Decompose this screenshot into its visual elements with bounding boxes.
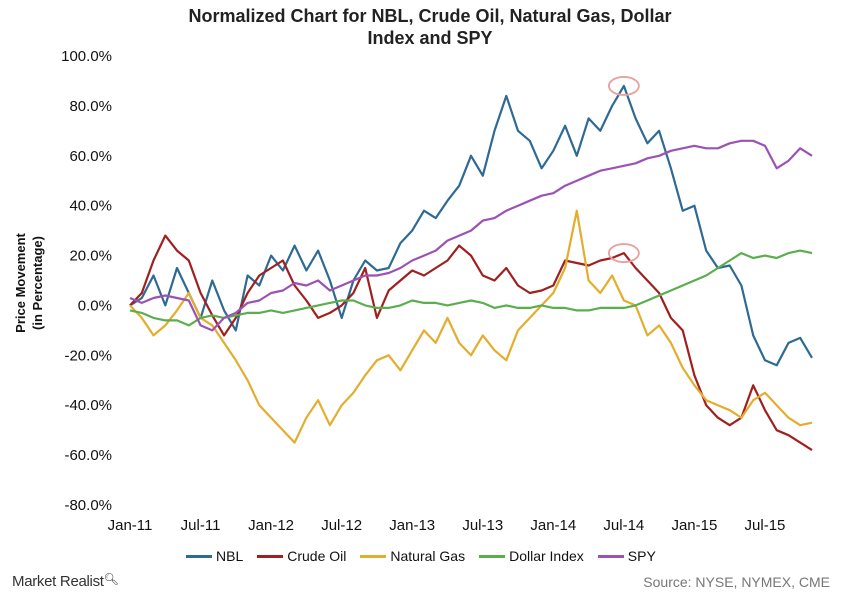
chart-legend: NBL Crude Oil Natural Gas Dollar Index SPY — [186, 548, 670, 564]
legend-item: NBL — [186, 548, 243, 564]
legend-item: Dollar Index — [479, 548, 584, 564]
legend-label: SPY — [627, 548, 656, 564]
brand-logo: Market Realist🔍︎ — [12, 572, 119, 590]
legend-label: Crude Oil — [287, 548, 347, 564]
brand-name: Market Realist — [12, 573, 104, 590]
series-line-spy — [129, 139, 813, 332]
y-axis-label: Price Movement (in Percentage) — [13, 232, 45, 332]
legend-item: Crude Oil — [257, 548, 346, 564]
source-note: Source: NYSE, NYMEX, CME — [643, 574, 830, 590]
legend-label: NBL — [216, 548, 244, 564]
highlight-circle — [607, 76, 640, 96]
legend-swatch — [360, 554, 387, 558]
highlight-circle — [607, 243, 640, 263]
y-tick-label: -60.0% — [64, 447, 112, 464]
x-tick-label: Jan-11 — [108, 517, 153, 534]
legend-label: Natural Gas — [390, 548, 466, 564]
x-tick-label: Jul-11 — [181, 517, 221, 534]
magnifier-icon: 🔍︎ — [103, 572, 119, 586]
series-line-crude-oil — [129, 234, 813, 452]
series-line-dollar-index — [129, 249, 813, 327]
legend-swatch — [257, 554, 284, 558]
legend-swatch — [597, 554, 624, 558]
x-tick-label: Jan-15 — [671, 517, 717, 534]
x-tick-label: Jul-13 — [462, 517, 503, 534]
x-tick-label: Jul-14 — [603, 517, 644, 534]
chart-title-line-2: Index and SPY — [367, 28, 493, 48]
chart-title-line-1: Normalized Chart for NBL, Crude Oil, Nat… — [188, 6, 672, 26]
y-tick-label: 80.0% — [69, 98, 112, 115]
series-line-nbl — [129, 84, 813, 367]
legend-swatch — [186, 554, 212, 558]
x-tick-label: Jul-15 — [745, 517, 786, 534]
legend-swatch — [479, 554, 506, 558]
x-tick-label: Jan-13 — [389, 517, 435, 534]
highlight-circles — [607, 76, 640, 263]
legend-item: Natural Gas — [360, 548, 465, 564]
x-axis-ticks: Jan-11 Jul-11 Jan-12 Jul-12 Jan-13 Jul-13 Jan-… — [108, 517, 786, 534]
y-tick-label: 0.0% — [78, 297, 112, 314]
y-tick-label: -40.0% — [64, 397, 112, 414]
y-axis-ticks: 100.0% 80.0% 60.0% 40.0% 20.0% 0.0% -20.0% -40.… — [61, 48, 112, 514]
y-tick-label: -20.0% — [64, 347, 112, 364]
series-lines — [129, 84, 813, 452]
y-axis-label-line-1: Price Movement — [13, 232, 28, 332]
y-tick-label: 60.0% — [69, 148, 112, 165]
x-tick-label: Jul-12 — [321, 517, 362, 534]
x-tick-label: Jan-14 — [530, 517, 576, 534]
y-tick-label: 40.0% — [69, 198, 112, 215]
series-line-natural-gas — [129, 209, 813, 444]
x-tick-label: Jan-12 — [248, 517, 294, 534]
y-tick-label: -80.0% — [64, 497, 112, 514]
legend-item: SPY — [597, 548, 656, 564]
y-axis-label-line-2: (in Percentage) — [30, 236, 45, 330]
legend-label: Dollar Index — [509, 548, 584, 564]
y-tick-label: 20.0% — [69, 248, 112, 265]
y-tick-label: 100.0% — [61, 48, 112, 65]
